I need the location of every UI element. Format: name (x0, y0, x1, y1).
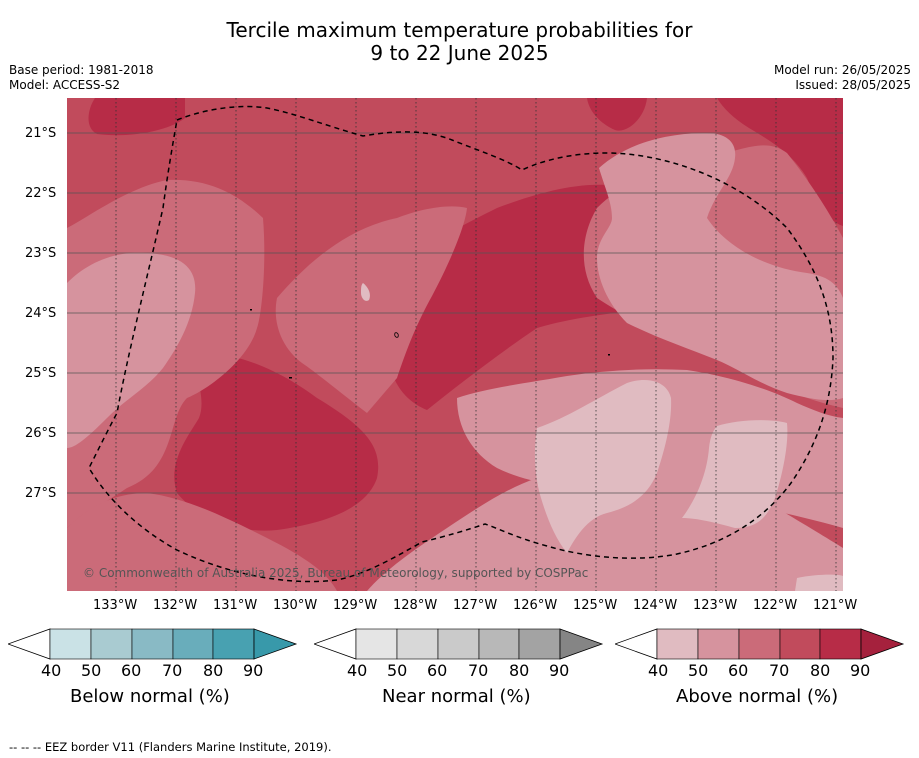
base-period-text: Base period: 1981-2018 (9, 63, 154, 77)
colorbar-above-tick-90: 90 (850, 661, 871, 680)
zone-80-top-left (88, 98, 185, 136)
colorbar-above-tick-80: 80 (810, 661, 831, 680)
colorbar-near-tick-60: 60 (427, 661, 448, 680)
island-speck-2 (289, 377, 292, 379)
island-speck-3 (608, 354, 610, 356)
graticule (67, 132, 843, 494)
colorbar-near-left-arrow (314, 628, 357, 660)
colorbar-near-tick-90: 90 (549, 661, 570, 680)
colorbar-below-bin-60 (131, 628, 174, 660)
colorbar-above-bin-80 (819, 628, 862, 660)
colorbar-above-bin-40 (656, 628, 699, 660)
colorbar-near-bin-80 (518, 628, 561, 660)
title-line-2: 9 to 22 June 2025 (370, 41, 549, 65)
zone-40-speck (361, 283, 370, 301)
zone-80-left-bottom (174, 354, 379, 531)
lon-label-129w: 129°W (333, 598, 378, 613)
lon-label-124w: 124°W (633, 598, 678, 613)
colorbar-below-bin-40 (49, 628, 92, 660)
zone-50-left (67, 252, 196, 448)
colorbar-above-bin-60 (738, 628, 781, 660)
copyright-text: © Commonwealth of Australia 2025, Bureau… (83, 566, 589, 580)
lat-label-27s: 27°S (25, 486, 57, 501)
colorbar-above-svg (615, 628, 905, 660)
lon-label-130w: 130°W (273, 598, 318, 613)
zone-60-bottom (67, 493, 337, 591)
colorbar-near-bin-40 (355, 628, 398, 660)
lon-label-128w: 128°W (393, 598, 438, 613)
lat-label-25s: 25°S (25, 366, 57, 381)
lat-label-23s: 23°S (25, 246, 57, 261)
zone-80-top-right (717, 98, 843, 226)
chart-title: Tercile maximum temperature probabilitie… (0, 19, 919, 65)
colorbar-near-bin-60 (437, 628, 480, 660)
eez-footnote: -- -- -- EEZ border V11 (Flanders Marine… (9, 740, 332, 754)
lon-label-126w: 126°W (513, 598, 558, 613)
colorbar-near-bin-50 (396, 628, 439, 660)
colorbar-above-left-arrow (615, 628, 658, 660)
colorbar-below-tick-40: 40 (41, 661, 62, 680)
colorbar-above-label: Above normal (%) (676, 686, 839, 707)
colorbar-above-bin-50 (697, 628, 740, 660)
lon-label-125w: 125°W (573, 598, 618, 613)
colorbar-near-tick-70: 70 (468, 661, 489, 680)
colorbar-below-right-arrow (253, 628, 298, 660)
colorbar-below-tick-80: 80 (203, 661, 224, 680)
colorbar-above-tick-70: 70 (769, 661, 790, 680)
colorbar-below-tick-70: 70 (162, 661, 183, 680)
zone-60-center (275, 206, 467, 413)
colorbar-below-bin-50 (90, 628, 133, 660)
colorbar-below-tick-60: 60 (121, 661, 142, 680)
colorbar-above-tick-40: 40 (648, 661, 669, 680)
colorbar-near-tick-80: 80 (509, 661, 530, 680)
lat-label-24s: 24°S (25, 306, 57, 321)
lon-label-123w: 123°W (693, 598, 738, 613)
lat-label-21s: 21°S (25, 126, 57, 141)
colorbar-below-tick-90: 90 (243, 661, 264, 680)
zone-40-right (682, 420, 788, 528)
colorbar-above-tick-50: 50 (688, 661, 709, 680)
colorbar-below-bin-80 (212, 628, 255, 660)
colorbar-near-bin-70 (478, 628, 520, 660)
lon-label-121w: 121°W (813, 598, 858, 613)
colorbar-above-normal (615, 627, 905, 661)
colorbar-below-tick-50: 50 (81, 661, 102, 680)
lat-label-26s: 26°S (25, 426, 57, 441)
colorbar-above-bin-70 (779, 628, 821, 660)
meta-left: Base period: 1981-2018 Model: ACCESS-S2 (9, 63, 154, 93)
title-line-1: Tercile maximum temperature probabilitie… (226, 18, 693, 42)
island-speck-4 (394, 332, 399, 338)
zone-50-right (597, 133, 843, 401)
island-speck-1 (250, 309, 252, 311)
colorbar-below-left-arrow (8, 628, 51, 660)
colorbar-near-normal (314, 627, 604, 661)
colorbar-above-tick-60: 60 (728, 661, 749, 680)
meta-right: Model run: 26/05/2025 Issued: 28/05/2025 (774, 63, 911, 93)
lon-label-133w: 133°W (93, 598, 138, 613)
colorbar-below-bin-70 (172, 628, 214, 660)
colorbar-above-right-arrow (860, 628, 905, 660)
colorbar-below-normal (8, 627, 298, 661)
zone-40-bottom-right (795, 574, 843, 591)
colorbar-near-svg (314, 628, 604, 660)
colorbar-below-svg (8, 628, 298, 660)
model-run-text: Model run: 26/05/2025 (773, 63, 911, 77)
colorbar-near-right-arrow (559, 628, 604, 660)
colorbar-below-label: Below normal (%) (70, 686, 230, 707)
model-text: Model: ACCESS-S2 (9, 78, 121, 92)
zone-80-top-center (587, 98, 647, 131)
lat-label-22s: 22°S (25, 186, 57, 201)
lon-label-132w: 132°W (153, 598, 198, 613)
colorbar-near-tick-50: 50 (387, 661, 408, 680)
issued-text: Issued: 28/05/2025 (795, 78, 911, 92)
zone-40-main (534, 379, 672, 553)
map-canvas (67, 98, 843, 591)
lon-label-131w: 131°W (213, 598, 258, 613)
lon-label-122w: 122°W (753, 598, 798, 613)
probability-map: © Commonwealth of Australia 2025, Bureau… (67, 98, 843, 591)
lon-label-127w: 127°W (453, 598, 498, 613)
colorbar-near-label: Near normal (%) (382, 686, 531, 707)
colorbar-near-tick-40: 40 (347, 661, 368, 680)
eez-border (88, 105, 834, 583)
